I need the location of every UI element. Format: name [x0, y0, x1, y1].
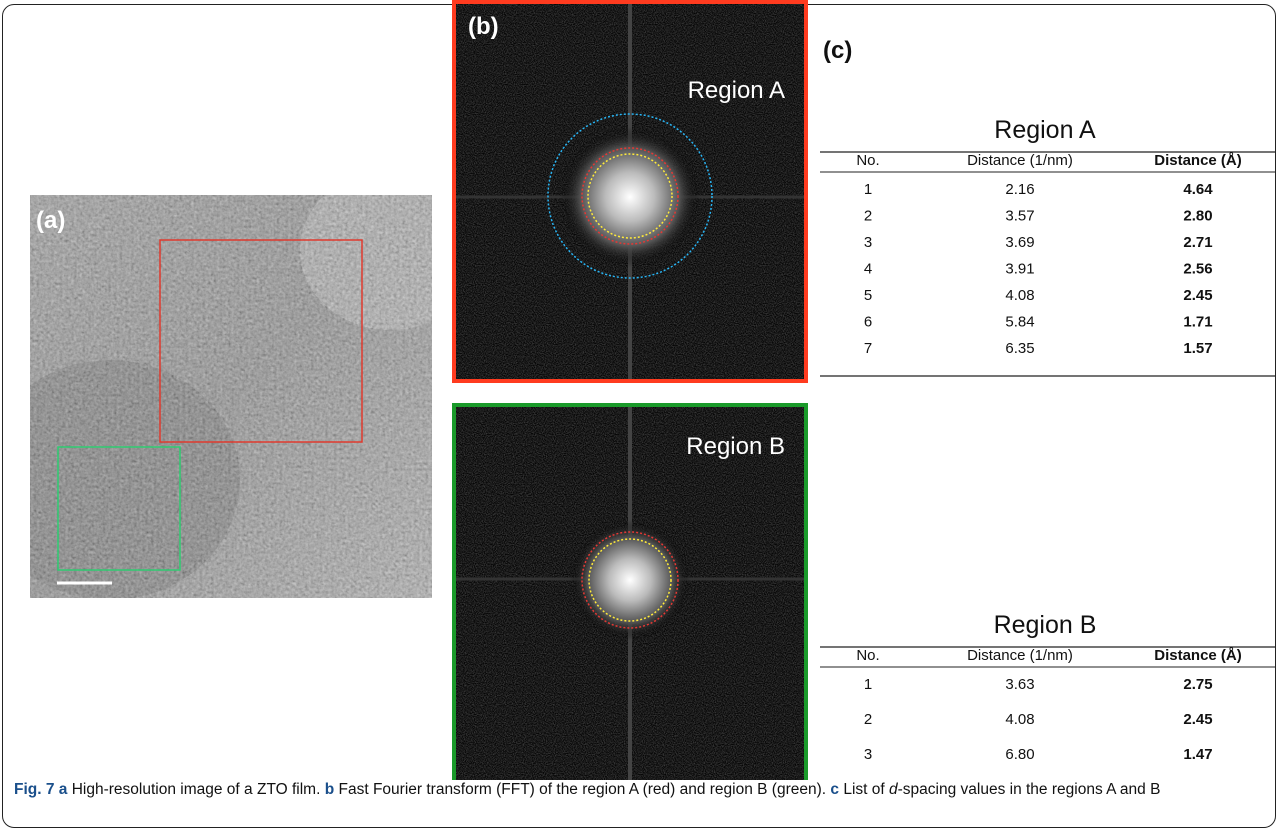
table-cell: 2.16 — [1005, 181, 1034, 198]
table-cell: 4.64 — [1183, 181, 1213, 198]
table-cell: 7 — [864, 340, 872, 357]
panel-label: (b) — [468, 13, 499, 40]
table-cell: 3 — [864, 234, 872, 251]
table-cell: 2.80 — [1183, 208, 1212, 225]
table-cell: 1.47 — [1183, 746, 1212, 763]
figure: (a) (b) Region A Region B (c) Region A No… — [0, 0, 1282, 780]
table-cell: 2.45 — [1183, 711, 1212, 728]
table-cell: 4.08 — [1005, 711, 1034, 728]
table-header: Distance (1/nm) — [967, 647, 1073, 664]
table-cell: 6.35 — [1005, 340, 1034, 357]
table-cell: 2.56 — [1183, 261, 1212, 278]
table-header: No. — [856, 152, 879, 169]
caption-italic: d — [889, 781, 898, 798]
caption-text: List of — [843, 781, 884, 798]
table-cell: 2.71 — [1183, 234, 1212, 251]
table-cell: 5.84 — [1005, 314, 1034, 331]
table-cell: 1 — [864, 181, 872, 198]
caption-marker: a — [59, 781, 68, 798]
table-cell: 2 — [864, 208, 872, 225]
caption-text: -spacing values in the regions A and B — [898, 781, 1161, 798]
table-header: Distance (1/nm) — [967, 152, 1073, 169]
table-cell: 3.69 — [1005, 234, 1034, 251]
caption-text: High-resolution image of a ZTO film. — [72, 781, 321, 798]
region-label: Region A — [688, 77, 785, 104]
tem-image — [0, 170, 480, 600]
table-cell: 1 — [864, 676, 872, 693]
caption-marker: c — [830, 781, 839, 798]
caption-text: Fast Fourier transform (FFT) of the regi… — [339, 781, 827, 798]
table-cell: 3.91 — [1005, 261, 1034, 278]
panel-label: (a) — [36, 207, 65, 234]
table-cell: 5 — [864, 287, 872, 304]
table-cell: 1.57 — [1183, 340, 1212, 357]
region-label: Region B — [686, 433, 785, 460]
table-title: Region A — [994, 116, 1096, 144]
table-cell: 2.45 — [1183, 287, 1212, 304]
table-cell: 4 — [864, 261, 872, 278]
table-header: Distance (Å) — [1154, 647, 1242, 664]
caption-label: Fig. 7 — [14, 781, 54, 798]
caption-marker: b — [325, 781, 334, 798]
table-cell: 3.57 — [1005, 208, 1034, 225]
table-cell: 3 — [864, 746, 872, 763]
table-cell: 3.63 — [1005, 676, 1034, 693]
table-header: Distance (Å) — [1154, 152, 1242, 169]
table-header: No. — [856, 647, 879, 664]
caption: Fig. 7 a High-resolution image of a ZTO … — [14, 779, 1264, 801]
tables: Region A No. Distance (1/nm) Distance (Å) 1 2… — [820, 116, 1275, 780]
fft-a — [455, 3, 805, 380]
fft-b — [455, 406, 805, 780]
table-cell: 6 — [864, 314, 872, 331]
panel-label: (c) — [823, 37, 852, 64]
table-title: Region B — [994, 611, 1097, 639]
page: (a) (b) Region A Region B (c) Region A No… — [0, 0, 1282, 831]
table-cell: 4.08 — [1005, 287, 1034, 304]
table-cell: 2 — [864, 711, 872, 728]
table-cell: 1.71 — [1183, 314, 1212, 331]
table-cell: 6.80 — [1005, 746, 1034, 763]
table-cell: 2.75 — [1183, 676, 1212, 693]
